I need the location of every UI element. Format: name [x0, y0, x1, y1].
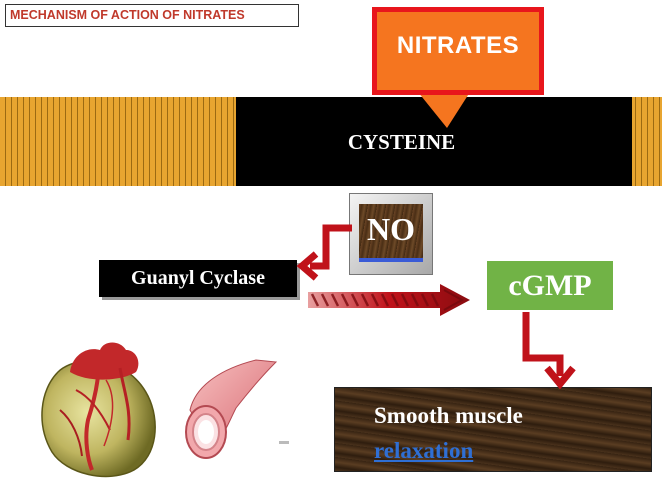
nitrates-box	[372, 7, 544, 95]
blood-vessel-icon	[185, 359, 289, 459]
nitrates-label: NITRATES	[396, 32, 520, 59]
twisted-arrow-icon	[308, 284, 470, 316]
nitrates-pointer	[418, 92, 470, 128]
cgmp-box: cGMP	[487, 261, 613, 310]
smooth-muscle-box	[334, 387, 652, 472]
no-inner-panel	[359, 204, 423, 262]
smooth-muscle-label: Smooth muscle	[374, 403, 523, 428]
relaxation-link[interactable]: relaxation	[374, 438, 474, 463]
page-title: MECHANISM OF ACTION OF NITRATES	[5, 4, 299, 27]
heart-icon	[41, 342, 156, 478]
cgmp-to-smooth-arrow	[522, 312, 576, 390]
cysteine-label: CYSTEINE	[347, 130, 456, 154]
no-label: NO	[367, 211, 415, 247]
guanyl-cyclase-box: Guanyl Cyclase	[99, 260, 297, 297]
no-to-guanyl-arrow	[296, 224, 352, 281]
